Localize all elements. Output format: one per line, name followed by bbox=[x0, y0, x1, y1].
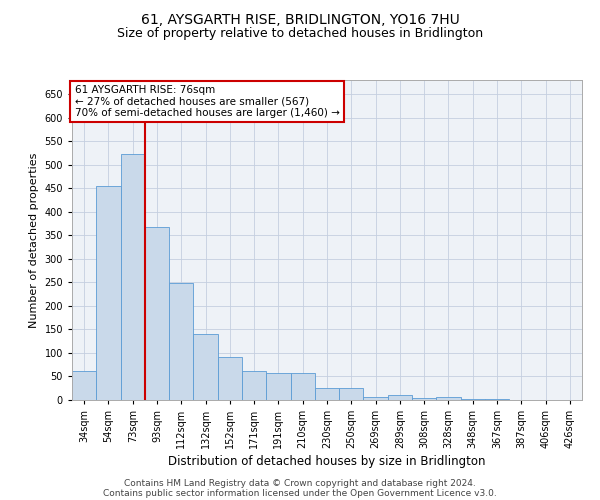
Text: 61, AYSGARTH RISE, BRIDLINGTON, YO16 7HU: 61, AYSGARTH RISE, BRIDLINGTON, YO16 7HU bbox=[140, 12, 460, 26]
Bar bbox=[485, 399, 509, 400]
Bar bbox=[290, 373, 315, 400]
Bar bbox=[364, 396, 388, 400]
Bar bbox=[169, 284, 193, 400]
Bar bbox=[412, 398, 436, 400]
Bar bbox=[72, 371, 96, 400]
Bar bbox=[193, 334, 218, 400]
Bar bbox=[96, 186, 121, 400]
Bar bbox=[339, 388, 364, 400]
Text: Size of property relative to detached houses in Bridlington: Size of property relative to detached ho… bbox=[117, 28, 483, 40]
Bar bbox=[266, 373, 290, 400]
Bar bbox=[315, 388, 339, 400]
X-axis label: Distribution of detached houses by size in Bridlington: Distribution of detached houses by size … bbox=[168, 456, 486, 468]
Bar bbox=[388, 396, 412, 400]
Bar bbox=[121, 154, 145, 400]
Bar bbox=[218, 356, 242, 400]
Bar bbox=[436, 396, 461, 400]
Text: Contains public sector information licensed under the Open Government Licence v3: Contains public sector information licen… bbox=[103, 488, 497, 498]
Y-axis label: Number of detached properties: Number of detached properties bbox=[29, 152, 39, 328]
Bar bbox=[145, 227, 169, 400]
Bar bbox=[242, 371, 266, 400]
Text: Contains HM Land Registry data © Crown copyright and database right 2024.: Contains HM Land Registry data © Crown c… bbox=[124, 478, 476, 488]
Text: 61 AYSGARTH RISE: 76sqm
← 27% of detached houses are smaller (567)
70% of semi-d: 61 AYSGARTH RISE: 76sqm ← 27% of detache… bbox=[74, 85, 340, 118]
Bar bbox=[461, 398, 485, 400]
